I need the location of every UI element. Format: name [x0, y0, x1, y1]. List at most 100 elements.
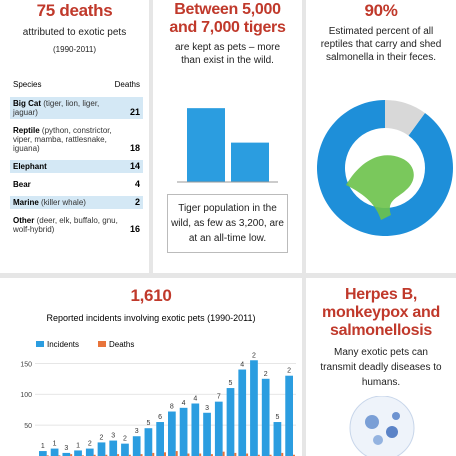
- species-name: Elephant: [13, 162, 47, 171]
- incidents-bar: [132, 436, 141, 456]
- deaths-label: 2: [100, 434, 104, 441]
- species-detail: (tiger, lion, liger, jaguar): [13, 99, 100, 117]
- incidents-bar: [144, 428, 153, 456]
- deaths-label: 3: [205, 405, 209, 412]
- incidents-bar: [85, 448, 94, 456]
- incidents-bar: [109, 440, 118, 456]
- incidents-bar: [191, 403, 200, 456]
- headline: 75 deaths: [36, 1, 113, 20]
- legend-swatch: [36, 341, 44, 347]
- species-cell: Big Cat (tiger, lion, liger, jaguar): [13, 99, 123, 117]
- species-cell: Bear: [13, 180, 31, 189]
- deaths-table: Species Deaths Big Cat (tiger, lion, lig…: [10, 78, 143, 236]
- species-detail: (deer, elk, buffalo, gnu, wolf-hybrid): [13, 216, 118, 234]
- incidents-bar: [214, 401, 223, 456]
- incidents-bar: [50, 448, 59, 456]
- deaths-value: 18: [129, 143, 140, 153]
- period: (1990-2011): [53, 45, 96, 54]
- species-name: Marine: [13, 198, 39, 207]
- bar: [231, 142, 269, 182]
- headline: Between 5,000 and 7,000 tigers: [169, 1, 286, 36]
- table-header: Species Deaths: [10, 78, 143, 91]
- headline: Herpes B, monkeypox and salmonellosis: [322, 286, 440, 339]
- incidents-bar: [74, 450, 82, 456]
- deaths-bar: [117, 454, 120, 456]
- deaths-value: 4: [134, 179, 140, 189]
- legend-label: Incidents: [47, 340, 79, 349]
- species-name: Reptile: [13, 126, 40, 135]
- y-tick-label: 100: [20, 392, 32, 399]
- deaths-label: 4: [182, 400, 186, 407]
- incidents-bar: [39, 451, 47, 456]
- table-row: Marine (killer whale) 2: [10, 196, 143, 209]
- deaths-label: 1: [76, 442, 80, 449]
- legend-swatch: [98, 341, 106, 347]
- donut-slice: [385, 100, 425, 136]
- deaths-label: 3: [135, 428, 139, 435]
- deaths-label: 2: [287, 368, 291, 375]
- lizard-illustration: [346, 155, 414, 220]
- species-cell: Marine (killer whale): [13, 198, 86, 207]
- incidents-bar: [226, 388, 235, 456]
- cell: [386, 426, 398, 438]
- table-row: Elephant 14: [10, 160, 143, 173]
- y-tick-label: 150: [20, 361, 32, 368]
- deaths-bar: [70, 454, 73, 456]
- deaths-label: 5: [229, 380, 233, 387]
- donut-chart: [317, 100, 453, 236]
- deaths-bar: [257, 454, 260, 456]
- deaths-value: 16: [129, 224, 140, 234]
- deaths-bar: [175, 451, 178, 456]
- incidents-bar: [261, 378, 270, 456]
- deaths-bar: [93, 454, 96, 456]
- deaths-label: 5: [275, 414, 279, 421]
- text: are kept as pets – more than exist in th…: [174, 42, 281, 66]
- incidents-bar: [168, 411, 176, 456]
- deaths-value: 14: [129, 161, 140, 171]
- incidents-chart: Reported incidents involving exotic pets…: [20, 313, 296, 456]
- deaths-bar: [281, 452, 284, 456]
- deaths-label: 3: [111, 433, 115, 440]
- deaths-bar: [164, 452, 166, 456]
- deaths-bar: [105, 454, 108, 456]
- species-name: Big Cat: [13, 99, 41, 108]
- table-row: Big Cat (tiger, lion, liger, jaguar) 21: [10, 97, 143, 119]
- deaths-bar: [128, 454, 131, 456]
- deaths-label: 4: [193, 396, 197, 403]
- species-detail: (python, constrictor, viper, mamba, ratt…: [13, 126, 112, 153]
- deaths-label: 1: [41, 443, 45, 450]
- incidents-bar: [250, 360, 258, 456]
- table-row: Other (deer, elk, buffalo, gnu, wolf-hyb…: [10, 214, 143, 236]
- deaths-label: 6: [158, 414, 162, 421]
- deaths-bar: [269, 454, 272, 456]
- headline: 1,610: [130, 286, 172, 305]
- cell: [365, 415, 379, 429]
- deaths-bar: [222, 451, 225, 456]
- species-name: Other: [13, 216, 35, 225]
- species-detail: (killer whale): [41, 198, 86, 207]
- deaths-label: 2: [123, 436, 127, 443]
- text: Estimated percent of all reptiles that c…: [320, 26, 442, 63]
- caption: Tiger population in the wild, as few as …: [167, 194, 288, 253]
- deaths-panel: 75 deaths attributed to exotic pets (199…: [0, 0, 149, 273]
- deaths-bar: [234, 452, 237, 456]
- deaths-label: 7: [217, 394, 221, 401]
- incidents-bar: [62, 452, 71, 456]
- tigers-panel: Between 5,000 and 7,000 tigers are kept …: [153, 0, 302, 273]
- incidents-bar: [121, 443, 129, 456]
- subtitle: attributed to exotic pets: [22, 27, 127, 38]
- deaths-bar: [293, 454, 295, 456]
- legend-label: Deaths: [109, 340, 134, 349]
- reptiles-panel: 90% Estimated percent of all reptiles th…: [306, 0, 456, 273]
- header-cell: Species: [13, 80, 42, 89]
- incidents-bar: [179, 407, 188, 456]
- deaths-label: 2: [264, 371, 268, 378]
- cell: [392, 412, 400, 420]
- deaths-bar: [140, 454, 143, 456]
- species-name: Bear: [13, 180, 31, 189]
- header-cell: Deaths: [114, 80, 140, 89]
- incidents-panel: 1,610 Reported incidents involving exoti…: [0, 278, 302, 456]
- incidents-bar: [203, 412, 211, 456]
- cells-illustration: [349, 396, 415, 456]
